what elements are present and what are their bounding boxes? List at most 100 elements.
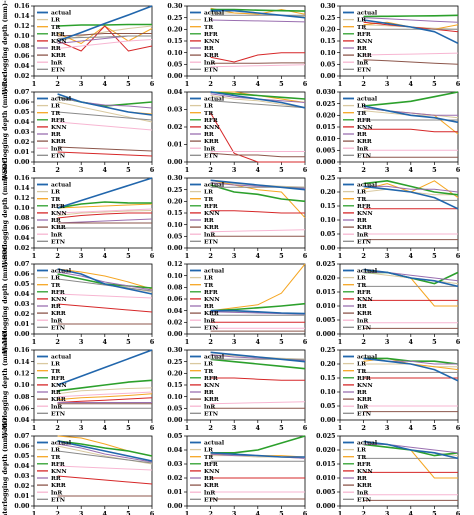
series-line-actual	[363, 357, 459, 382]
series-line-rr	[363, 443, 459, 454]
legend-label-krr: KRR	[51, 397, 66, 403]
legend-label-rr: RR	[357, 218, 367, 224]
y-tick-label: 0.025	[316, 433, 335, 440]
legend-label-lr: LR	[51, 18, 60, 24]
series-line-actual	[210, 351, 306, 363]
x-tick-label: 4	[103, 338, 108, 346]
legend-label-rr: RR	[51, 46, 61, 52]
y-tick-label: 0.02	[167, 124, 182, 131]
y-tick-label: 0.04	[14, 417, 30, 424]
x-tick-label: 4	[409, 252, 414, 260]
legend-label-rr: RR	[204, 132, 214, 138]
legend-label-rr: RR	[357, 304, 367, 310]
x-tick-label: 4	[103, 510, 108, 515]
x-tick-label: 6	[303, 252, 308, 260]
y-tick-label: 0.020	[316, 447, 336, 454]
x-tick-label: 2	[208, 338, 213, 346]
legend-label-lnr: lnR	[51, 318, 62, 324]
chart-panel-17: 0.00 0.01 0.02 0.03 0.04 0.05 1 2 3 4 5 6 actualLRTR…	[167, 433, 307, 515]
series-line-rfr	[363, 91, 459, 107]
x-tick-label: 5	[279, 424, 284, 432]
series-line-actual	[363, 19, 459, 45]
legend-label-lnr: lnR	[51, 490, 62, 496]
x-tick-label: 4	[409, 338, 414, 346]
y-tick-label: 0.08	[14, 394, 29, 401]
y-tick-label: 0.02	[14, 245, 29, 252]
y-tick-label: 0.02	[167, 320, 182, 327]
legend-label-rr: RR	[204, 304, 214, 310]
y-tick-label: 0.08	[14, 215, 29, 222]
legend-label-etn: ETN	[357, 325, 372, 331]
series-line-etn	[57, 278, 153, 292]
legend-label-lr: LR	[204, 448, 213, 454]
series-line-tr	[210, 263, 306, 312]
y-tick-label: 0.10	[320, 217, 336, 224]
x-tick-label: 4	[409, 424, 414, 432]
legend-label-rfr: RFR	[357, 118, 371, 124]
y-tick-label: 0.25	[320, 347, 335, 354]
legend-label-etn: ETN	[51, 67, 66, 73]
x-tick-label: 5	[279, 252, 284, 260]
legend-label-etn: ETN	[204, 153, 219, 159]
legend-label-knn: KNN	[357, 125, 373, 131]
series-line-rr	[57, 271, 153, 291]
x-tick-label: 3	[385, 424, 390, 432]
legend-label-krr: KRR	[357, 225, 372, 231]
legend-label-lnr: lnR	[204, 318, 215, 324]
legend-label-etn: ETN	[357, 153, 372, 159]
series-line-rfr	[210, 91, 306, 100]
y-tick-label: 0.08	[167, 285, 182, 292]
y-tick-label: 0.07	[14, 89, 29, 96]
x-tick-label: 6	[303, 80, 308, 88]
x-tick-label: 4	[256, 80, 261, 88]
legend-label-knn: KNN	[357, 39, 373, 45]
x-tick-label: 5	[432, 166, 437, 174]
series-line-etn	[57, 450, 153, 464]
legend-label-etn: ETN	[51, 325, 66, 331]
y-tick-label: 0.30	[320, 3, 336, 10]
legend-label-krr: KRR	[357, 139, 372, 145]
y-tick-label: 0.00	[14, 503, 30, 510]
y-tick-label: 0.02	[14, 73, 29, 80]
legend-label-actual: actual	[51, 355, 72, 361]
chart-panel-5: 0.000.010.020.030.041 2 3 4 5 6actualLRTRRFRK…	[167, 89, 307, 174]
x-tick-label: 2	[361, 252, 366, 260]
y-tick-label: 0.05	[167, 62, 182, 69]
series-line-actual	[57, 177, 153, 209]
x-tick-label: 2	[208, 166, 213, 174]
legend-label-rr: RR	[204, 390, 214, 396]
x-tick-label: 5	[432, 252, 437, 260]
y-tick-label: 0.07	[14, 433, 29, 440]
legend-label-knn: KNN	[51, 383, 67, 389]
series-line-lnr	[363, 52, 459, 56]
legend-label-lr: LR	[204, 276, 213, 282]
plot-frame	[33, 5, 153, 77]
x-tick-label: 1	[32, 510, 37, 515]
series-line-knn	[57, 151, 153, 157]
x-tick-label: 1	[32, 338, 37, 346]
x-tick-label: 2	[55, 80, 60, 88]
x-tick-label: 1	[32, 252, 37, 260]
y-tick-label: 0.14	[14, 359, 30, 366]
legend-label-etn: ETN	[204, 67, 219, 73]
legend-label-rr: RR	[357, 132, 367, 138]
y-tick-label: 0.01	[167, 142, 182, 149]
legend-label-lr: LR	[51, 362, 60, 368]
legend-label-actual: actual	[51, 183, 72, 189]
legend-label-tr: TR	[204, 111, 213, 117]
plot-frame	[186, 435, 306, 507]
y-tick-label: 0.05	[14, 109, 29, 116]
y-tick-label: 0.04	[14, 463, 30, 470]
x-tick-label: 3	[79, 338, 84, 346]
x-tick-label: 3	[232, 510, 237, 515]
chart-panel-18: 0.000 0.005 0.010 0.015 0.020 0.025 1 2 3 4 5 6 actu…	[316, 433, 461, 515]
legend-label-lnr: lnR	[204, 404, 215, 410]
x-tick-label: 6	[303, 338, 308, 346]
plot-frame	[339, 349, 459, 421]
legend-label-krr: KRR	[357, 397, 372, 403]
legend-label-actual: actual	[357, 183, 378, 189]
legend-label-lr: LR	[204, 362, 213, 368]
x-tick-label: 5	[126, 510, 131, 515]
